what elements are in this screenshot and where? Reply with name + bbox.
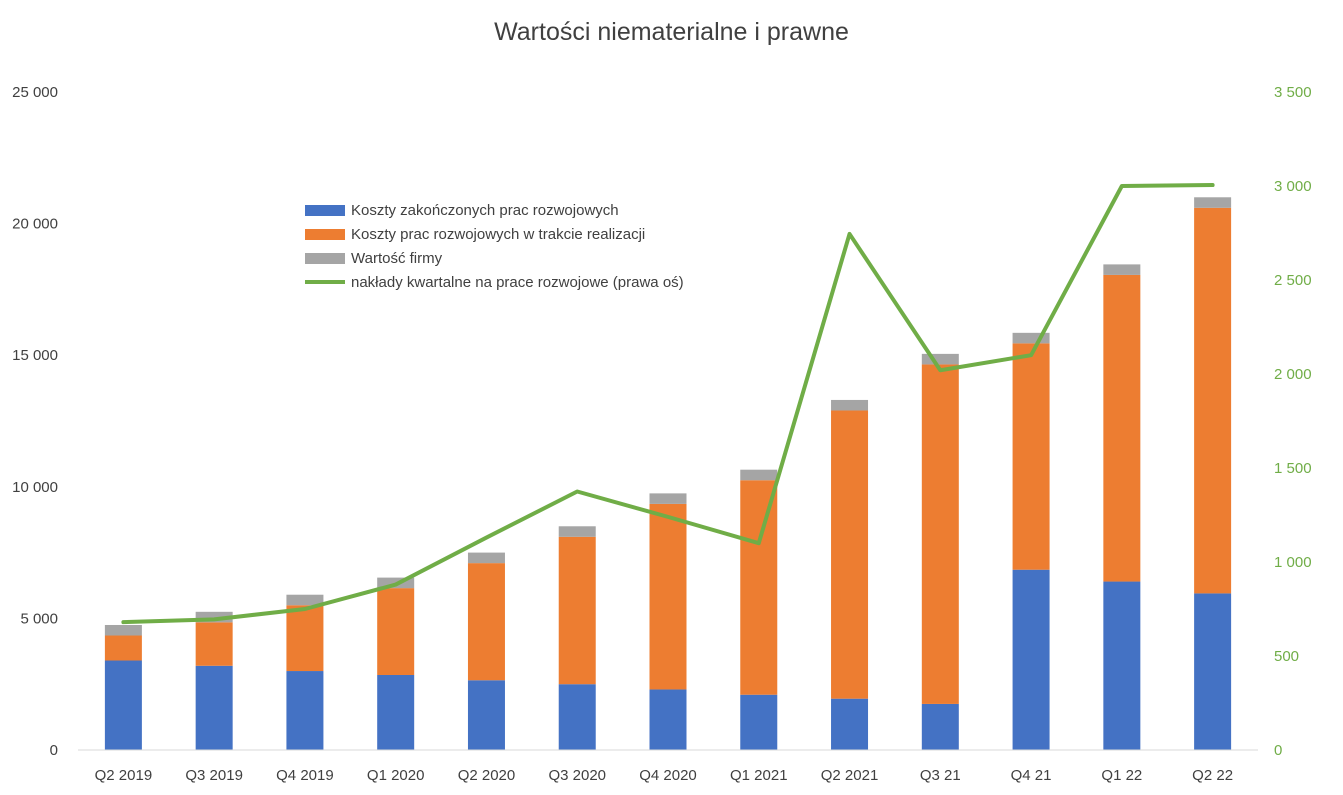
bar-segment <box>558 526 596 537</box>
x-tick-label: Q2 2019 <box>95 767 153 784</box>
x-tick-label: Q2 2021 <box>821 767 879 784</box>
legend-swatch <box>305 253 345 264</box>
y2-tick-label: 3 500 <box>1274 84 1312 101</box>
bar-segment <box>1103 274 1141 582</box>
x-tick-label: Q3 21 <box>920 767 961 784</box>
bar-segment <box>740 694 778 750</box>
y-tick-label: 10 000 <box>12 479 58 496</box>
x-tick-label: Q3 2020 <box>548 767 606 784</box>
left-axis: 0 5 000 10 000 15 000 20 000 25 000 <box>12 84 58 759</box>
chart-title: Wartości niematerialne i prawne <box>494 18 849 46</box>
bar-segment <box>921 353 959 365</box>
bar-segment <box>740 480 778 695</box>
line-series <box>121 183 1215 625</box>
bar-segment <box>1194 197 1232 208</box>
line-series-path <box>121 183 1215 625</box>
legend-label: Wartość firmy <box>351 250 443 267</box>
bar-segment <box>195 622 233 666</box>
legend-swatch <box>305 229 345 240</box>
bar-segment <box>1194 593 1232 750</box>
legend-label: Koszty zakończonych prac rozwojowych <box>351 202 619 219</box>
legend: Koszty zakończonych prac rozwojowych Kosz… <box>305 202 684 291</box>
bar-segment <box>1012 332 1050 344</box>
bar-segment <box>1103 264 1141 275</box>
x-tick-label: Q1 2020 <box>367 767 425 784</box>
bar-segment <box>195 665 233 750</box>
y2-tick-label: 500 <box>1274 648 1299 665</box>
x-tick-label: Q2 22 <box>1192 767 1233 784</box>
x-tick-label: Q4 21 <box>1011 767 1052 784</box>
bar-segment <box>831 399 869 411</box>
bar-segment <box>467 680 505 750</box>
legend-swatch <box>305 205 345 216</box>
x-tick-label: Q2 2020 <box>458 767 516 784</box>
legend-label: Koszty prac rozwojowych w trakcie realiz… <box>351 226 645 243</box>
y2-tick-label: 2 000 <box>1274 366 1312 383</box>
legend-label: nakłady kwartalne na prace rozwojowe (pr… <box>351 274 684 291</box>
bar-segment <box>377 674 415 750</box>
bar-segment <box>740 469 778 481</box>
x-tick-label: Q4 2020 <box>639 767 697 784</box>
bar-segment <box>831 410 869 699</box>
x-tick-label: Q1 22 <box>1101 767 1142 784</box>
bar-segment <box>649 689 687 750</box>
bar-segment <box>286 671 324 750</box>
bar-segment <box>649 503 687 690</box>
bar-segment <box>1194 207 1232 594</box>
bar-segment <box>921 364 959 704</box>
y-tick-label: 5 000 <box>20 610 58 627</box>
y2-tick-label: 3 000 <box>1274 178 1312 195</box>
bar-segment <box>467 563 505 681</box>
bar-segment <box>558 684 596 750</box>
bar-segment <box>1012 569 1050 750</box>
bar-segment <box>377 588 415 675</box>
x-tick-label: Q3 2019 <box>185 767 243 784</box>
y2-tick-label: 0 <box>1274 742 1282 759</box>
y2-tick-label: 1 000 <box>1274 554 1312 571</box>
y-tick-label: 20 000 <box>12 216 58 233</box>
x-tick-label: Q1 2021 <box>730 767 788 784</box>
bar-segment <box>1012 343 1050 570</box>
bar-segment <box>467 552 505 564</box>
x-axis: Q2 2019 Q3 2019 Q4 2019 Q1 2020 Q2 2020 Q3 20… <box>78 749 1258 784</box>
bar-segment <box>649 493 687 504</box>
y2-tick-label: 1 500 <box>1274 460 1312 477</box>
y2-tick-label: 2 500 <box>1274 272 1312 289</box>
bars <box>104 197 1232 750</box>
bar-segment <box>104 635 142 661</box>
right-axis: 0 500 1 000 1 500 2 000 2 500 3 000 3 500 <box>1274 84 1312 759</box>
bar-segment <box>104 624 142 636</box>
bar-segment <box>195 611 233 623</box>
bar-segment <box>104 660 142 750</box>
x-tick-label: Q4 2019 <box>276 767 334 784</box>
bar-segment <box>1103 581 1141 750</box>
bar-segment <box>831 698 869 750</box>
bar-segment <box>921 703 959 750</box>
y-tick-label: 25 000 <box>12 84 58 101</box>
bar-segment <box>558 536 596 685</box>
y-tick-label: 0 <box>50 742 58 759</box>
y-tick-label: 15 000 <box>12 347 58 364</box>
bar-segment <box>286 605 324 672</box>
bar-segment <box>286 594 324 606</box>
